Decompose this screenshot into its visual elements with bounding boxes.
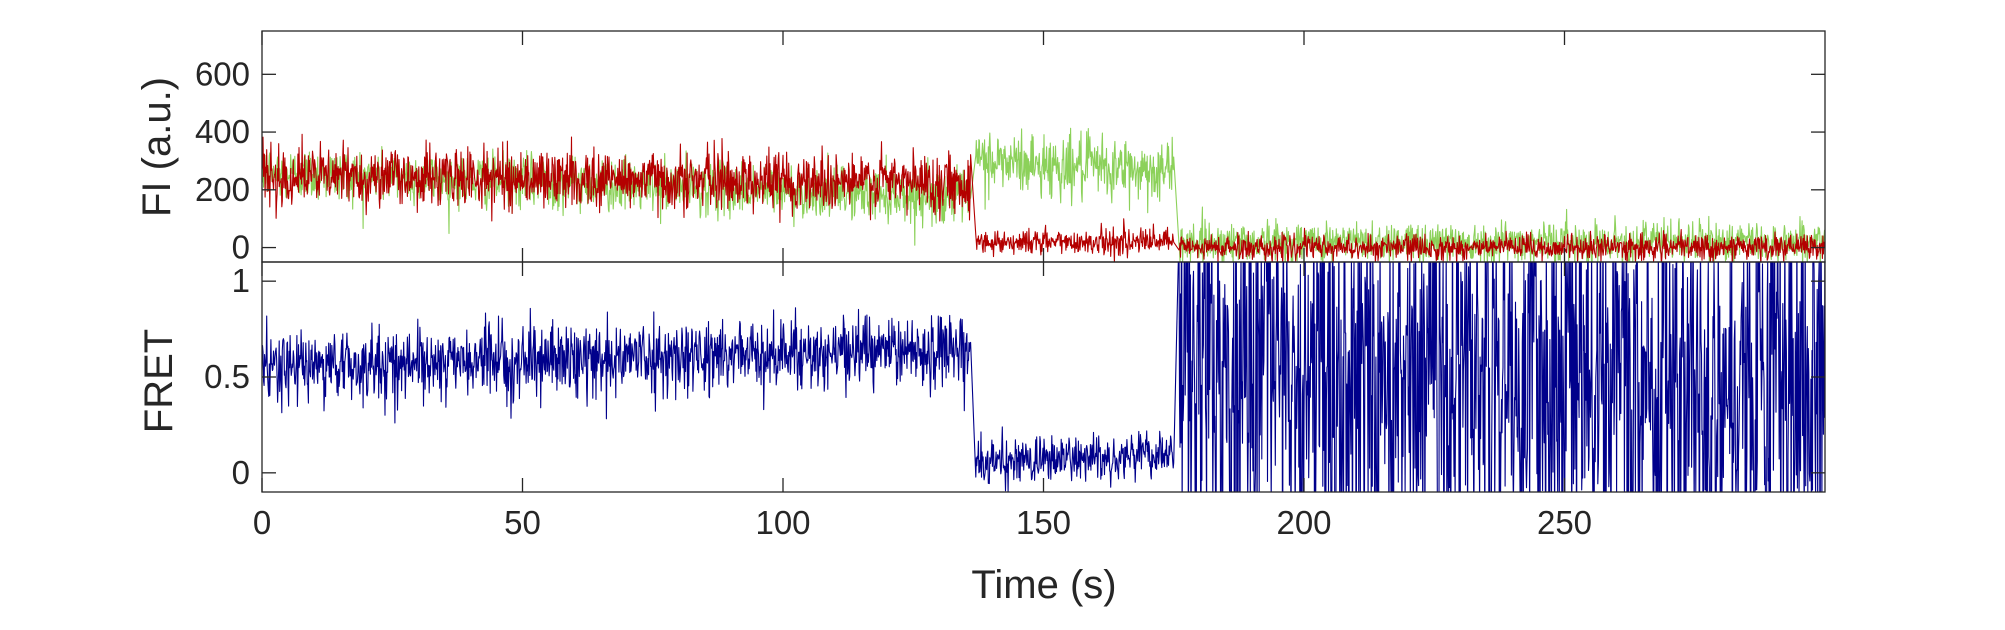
ytick-label: 600 xyxy=(195,55,250,92)
series-line-0-1 xyxy=(262,133,1825,262)
fret-ticks: 0 0.5 1 0 50 100 150 200 250 xyxy=(204,262,1825,541)
ytick-label: 400 xyxy=(195,113,250,150)
series-line-1-0 xyxy=(262,262,1825,492)
fret-ylabel: FRET xyxy=(137,329,181,433)
xtick-label: 150 xyxy=(1016,504,1071,541)
time-xlabel: Time (s) xyxy=(971,563,1116,607)
xtick-label: 100 xyxy=(755,504,810,541)
xtick-label: 200 xyxy=(1276,504,1331,541)
ytick-label: 0.5 xyxy=(204,358,250,395)
ytick-label: 200 xyxy=(195,171,250,208)
ytick-label: 0 xyxy=(232,229,250,266)
fluorescence-panel: 0 200 400 600 FI (a.u.) xyxy=(135,30,1826,266)
fluorescence-ticks: 0 200 400 600 xyxy=(195,31,1825,266)
fluorescence-ylabel: FI (a.u.) xyxy=(135,77,179,217)
xtick-label: 250 xyxy=(1537,504,1592,541)
xtick-label: 50 xyxy=(504,504,541,541)
ytick-label: 0 xyxy=(232,454,250,491)
fret-traces xyxy=(262,262,1825,492)
xtick-label: 0 xyxy=(253,504,271,541)
fluorescence-traces xyxy=(262,127,1825,262)
ytick-label: 1 xyxy=(232,262,250,299)
fret-panel: 0 0.5 1 0 50 100 150 200 250 FRET Time (s) xyxy=(137,261,1826,607)
